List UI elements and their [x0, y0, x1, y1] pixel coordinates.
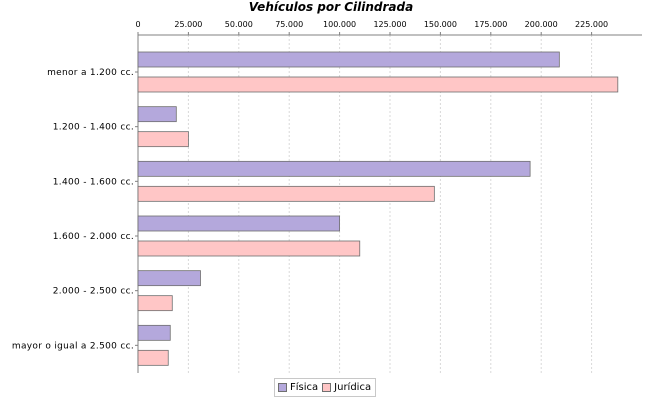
bar-juridica: [137, 240, 361, 257]
legend-swatch-fisica: [278, 383, 287, 392]
legend: Física Jurídica: [274, 378, 377, 397]
bar-juridica: [137, 131, 189, 148]
category-label: 1.200 - 1.400 cc.: [53, 123, 134, 133]
legend-label-fisica: Física: [290, 382, 319, 393]
category-labels: menor a 1.200 cc. 1.200 - 1.400 cc. 1.400 …: [12, 68, 138, 351]
bars: [137, 51, 619, 366]
chart-title: Vehículos por Cilindrada: [249, 0, 413, 14]
bar-fisica: [137, 324, 171, 341]
bar-juridica: [137, 76, 619, 93]
x-axis-ticks: 0 25.000 50.000 75.000 100.000 125.000 150.000…: [135, 20, 608, 35]
x-tick-label: 25.000: [174, 20, 202, 29]
x-tick-label: 75.000: [275, 20, 303, 29]
x-tick-label: 200.000: [525, 20, 558, 29]
category-label: 2.000 - 2.500 cc.: [53, 287, 134, 297]
x-tick-label: 225.000: [575, 20, 608, 29]
x-tick-label: 175.000: [474, 20, 507, 29]
legend-label-juridica: Jurídica: [334, 382, 372, 393]
category-label: mayor o igual a 2.500 cc.: [12, 341, 134, 351]
category-label: menor a 1.200 cc.: [47, 68, 134, 78]
bar-juridica: [137, 349, 169, 366]
x-tick-label: 50.000: [225, 20, 253, 29]
x-tick-label: 125.000: [373, 20, 406, 29]
legend-item-juridica: Jurídica: [322, 382, 371, 393]
legend-swatch-juridica: [322, 383, 332, 392]
bar-fisica: [137, 215, 341, 232]
bar-fisica: [137, 270, 201, 287]
category-label: 1.600 - 2.000 cc.: [53, 232, 134, 242]
bar-juridica: [137, 295, 173, 312]
x-tick-label: 0: [135, 20, 140, 29]
legend-item-fisica: Física: [278, 382, 318, 393]
category-label: 1.400 - 1.600 cc.: [53, 177, 134, 187]
bar-fisica: [137, 160, 531, 177]
x-tick-label: 150.000: [424, 20, 457, 29]
bar-juridica: [137, 185, 435, 202]
x-tick-label: 100.000: [323, 20, 356, 29]
bar-fisica: [137, 51, 560, 68]
bar-fisica: [137, 106, 177, 123]
